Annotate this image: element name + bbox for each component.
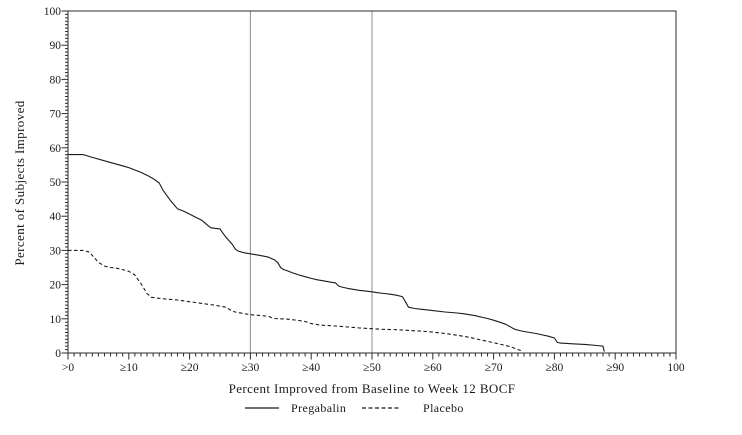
x-tick-label: >0: [62, 362, 74, 374]
y-axis-title: Percent of Subjects Improved: [12, 100, 27, 265]
reference-lines: [249, 11, 373, 353]
legend-label-pregabalin: Pregabalin: [291, 401, 346, 415]
y-tick-label: 20: [50, 280, 62, 292]
x-tick-label: ≥10: [120, 362, 138, 374]
x-tick-label: ≥70: [485, 362, 503, 374]
y-tick-label: 80: [50, 74, 62, 86]
x-tick-label: 100: [667, 362, 685, 374]
y-tick-label: 40: [50, 211, 62, 223]
y-tick-label: 70: [50, 109, 62, 121]
series-line-pregabalin: [68, 154, 605, 352]
y-tick-label: 60: [50, 143, 62, 155]
axis-ticks: [61, 10, 677, 360]
x-tick-label: ≥80: [545, 362, 563, 374]
y-tick-label: 100: [44, 6, 62, 18]
x-tick-label: ≥40: [302, 362, 320, 374]
y-tick-label: 50: [50, 177, 62, 189]
x-axis-title: Percent Improved from Baseline to Week 1…: [229, 381, 516, 396]
y-tick-label: 0: [55, 348, 61, 360]
x-tick-label: ≥20: [181, 362, 199, 374]
legend: Pregabalin Placebo: [245, 401, 464, 415]
data-series: [68, 154, 605, 352]
x-tick-label: ≥90: [606, 362, 624, 374]
y-tick-label: 90: [50, 40, 62, 52]
y-tick-label: 30: [50, 245, 62, 257]
y-tick-label: 10: [50, 314, 62, 326]
x-tick-label: ≥60: [424, 362, 442, 374]
axis-tick-labels: >0 ≥10 ≥20 ≥30 ≥40 ≥50 ≥60 ≥70 ≥80 ≥90 100 0 10 20 30 4…: [44, 6, 685, 374]
series-line-placebo: [68, 249, 522, 352]
x-tick-label: ≥30: [241, 362, 259, 374]
x-tick-label: ≥50: [363, 362, 381, 374]
legend-label-placebo: Placebo: [423, 401, 464, 415]
